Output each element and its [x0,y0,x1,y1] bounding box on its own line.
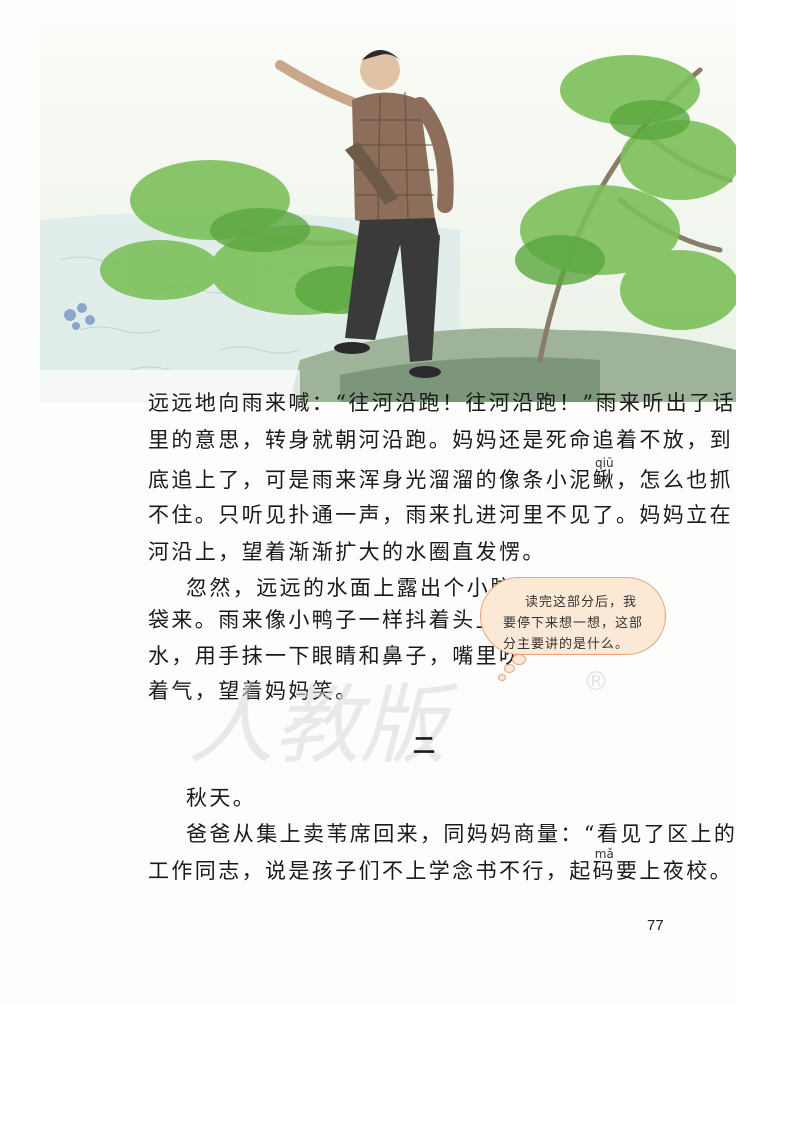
reading-tip-bubble: 读完这部分后，我 要停下来想一想，这部 分主要讲的是什么。 [480,577,666,655]
body-text-line: 远远地向雨来喊：“往河沿跑！往河沿跑！”雨来听出了话 [148,391,736,415]
registered-mark: ® [583,667,609,697]
body-text-line-with-pinyin: 工作同志，说是孩子们不上学念书不行，起 mǎ 码要上夜校。 [148,847,734,886]
body-text-line: 水，用手抹一下眼睛和鼻子，嘴里吹 [148,644,523,668]
bubble-text-line: 读完这部分后，我 [525,595,638,610]
section-number: 二 [413,733,436,759]
page-number: 77 [647,917,664,934]
body-text-line: 着气，望着妈妈笑。 [148,679,359,703]
bubble-tail-dot [504,664,515,673]
text-segment: ，怎么也抓 [616,468,734,492]
text-segment: 底追上了，可是雨来浑身光溜溜的像条小泥 [148,468,593,492]
textbook-page: 远远地向雨来喊：“往河沿跑！往河沿跑！”雨来听出了话 里的意思，转身就朝河沿跑。… [40,30,736,934]
bubble-tail-dot [512,654,526,665]
body-text-line: 秋天。 [186,786,257,810]
body-text-line: 不住。只听见扑通一声，雨来扎进河里不见了。妈妈立在 [148,503,733,527]
body-text-line: 河沿上，望着渐渐扩大的水圈直发愣。 [148,540,546,564]
bubble-text-line: 分主要讲的是什么。 [503,637,630,652]
body-text-line: 忽然，远远的水面上露出个小脑 [186,576,514,600]
annotated-character: qiū 鳅 [592,456,617,495]
pinyin-annotation: qiū [595,456,614,470]
annotated-character: mǎ 码 [592,847,617,886]
body-text-line: 爸爸从集上卖苇席回来，同妈妈商量：“看见了区上的 [186,822,736,846]
pinyin-annotation: mǎ [594,847,614,861]
bubble-text-line: 要停下来想一想，这部 [503,616,644,631]
body-text-line-with-pinyin: 底追上了，可是雨来浑身光溜溜的像条小泥 qiū 鳅，怎么也抓 [148,456,734,495]
text-segment: 工作同志，说是孩子们不上学念书不行，起 [148,859,593,883]
body-text-line: 袋来。雨来像小鸭子一样抖着头上的 [148,608,523,632]
ruby-base-char: 鳅 [592,468,617,492]
text-segment: 要上夜校。 [616,859,734,883]
illustration-mother-by-river [40,30,736,402]
body-text-line: 里的意思，转身就朝河沿跑。妈妈还是死命追着不放，到 [148,428,733,452]
bubble-tail-dot [498,674,506,681]
ruby-base-char: 码 [592,859,617,883]
